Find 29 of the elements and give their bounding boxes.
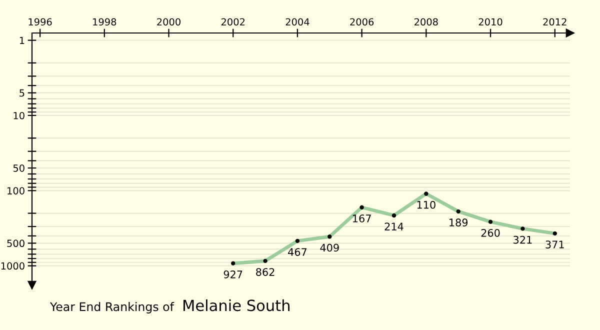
data-label: 409	[320, 244, 339, 252]
text: Year End Rankings of	[50, 302, 174, 314]
data-label: 467	[288, 248, 307, 256]
y-tick-label: 1000	[1, 262, 24, 270]
x-tick-label: 2002	[221, 18, 245, 26]
y-tick-label: 500	[7, 240, 24, 248]
y-tick-label: 10	[14, 112, 24, 120]
data-label: 167	[353, 214, 371, 222]
data-label: 189	[450, 218, 468, 226]
data-label: 260	[481, 228, 500, 237]
x-tick-label: 1996	[28, 18, 52, 26]
y-tick-label: 1	[20, 36, 24, 44]
data-label: 214	[384, 222, 404, 230]
y-tick-label: 5	[20, 89, 24, 97]
x-tick-label: 2010	[478, 18, 502, 26]
x-tick-label: 1998	[93, 18, 116, 26]
y-tick-label: 100	[8, 187, 24, 194]
data-label: 862	[256, 268, 274, 276]
data-label: 371	[546, 240, 564, 248]
data-label: 110	[417, 200, 436, 209]
x-tick-label: 2008	[414, 18, 438, 26]
y-tick-label: 50	[13, 164, 24, 172]
data-label: 927	[224, 270, 242, 278]
x-tick-label: 2006	[350, 18, 374, 26]
x-tick-label: 2012	[543, 18, 566, 26]
text: Melanie South	[184, 299, 290, 312]
x-tick-label: 2004	[286, 18, 310, 26]
x-tick-label: 2000	[157, 18, 180, 26]
data-label: 321	[514, 236, 532, 244]
